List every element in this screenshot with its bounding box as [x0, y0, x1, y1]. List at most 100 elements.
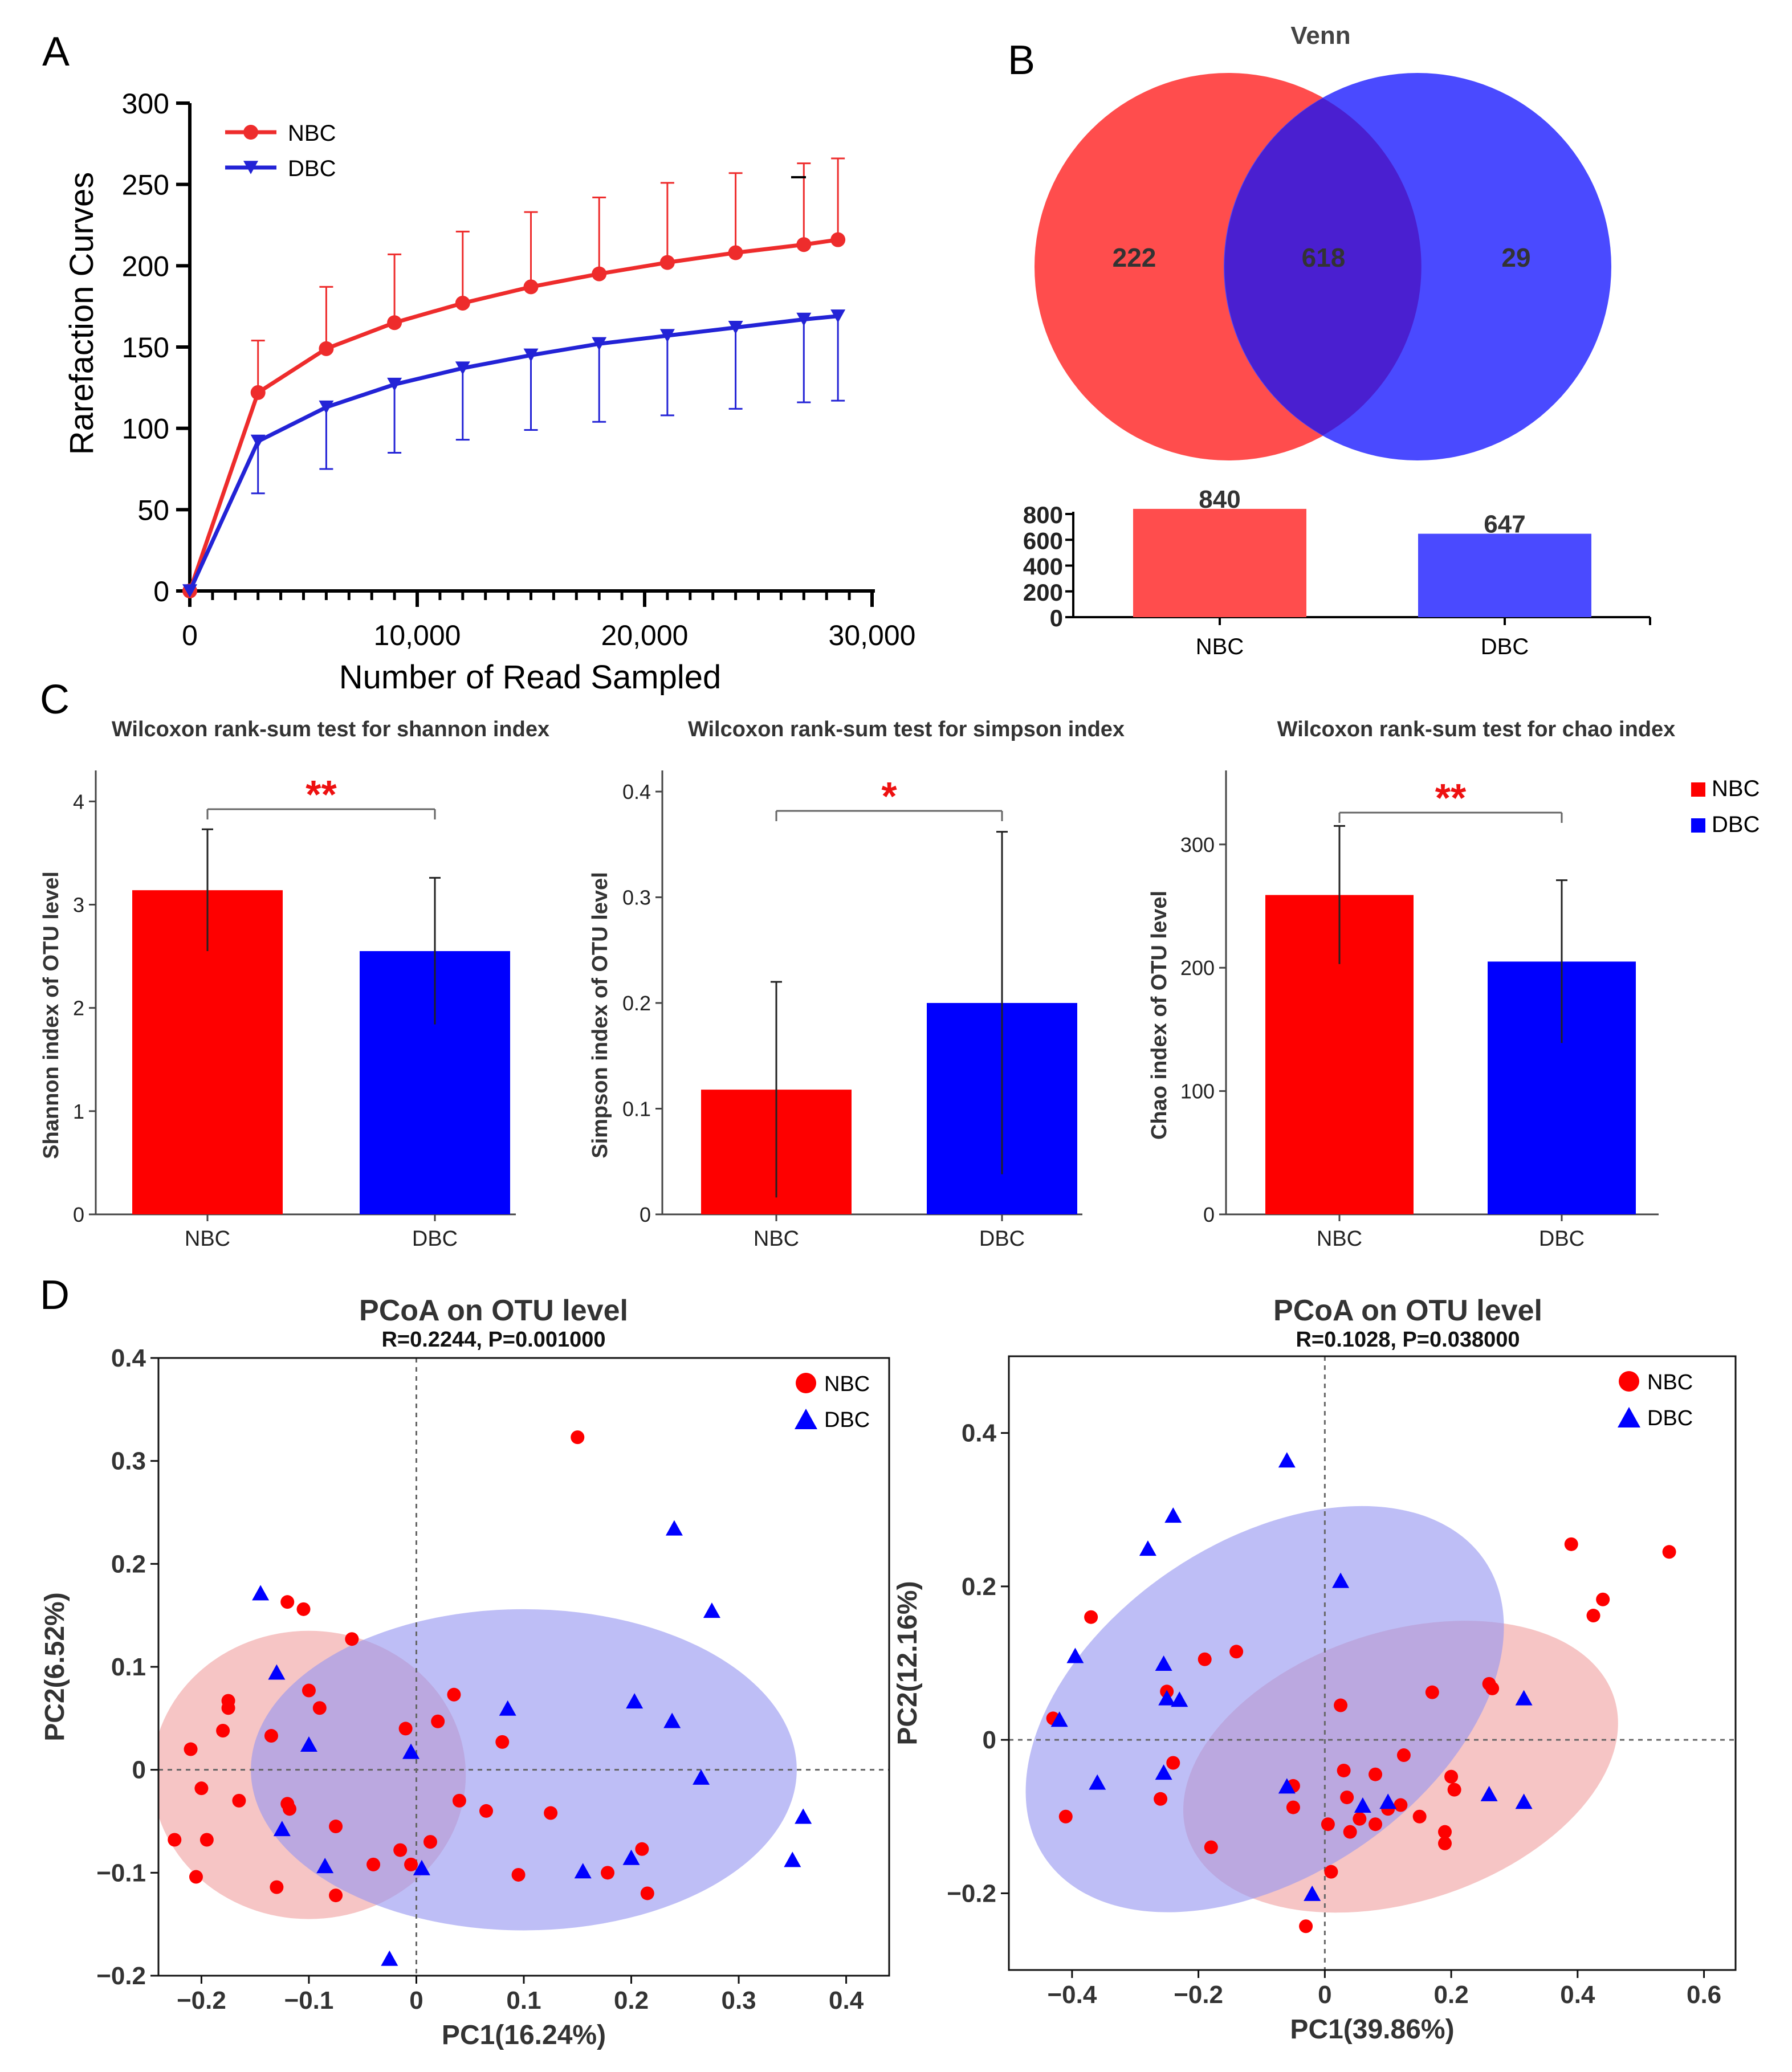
marker-nbc	[796, 237, 812, 252]
y-axis-label: PC2(12.16%)	[893, 1581, 923, 1745]
x-tick-label: 0.2	[614, 1987, 649, 2014]
marker-dbc	[250, 434, 266, 448]
bar-y-tick-label: 0	[73, 1203, 84, 1226]
bar-y-tick-label: 0	[640, 1203, 651, 1226]
significance-stars: *	[881, 774, 897, 818]
venn-bar-y-tick-label: 800	[1023, 501, 1063, 528]
point-nbc	[601, 1866, 615, 1880]
point-dbc	[1379, 1793, 1397, 1809]
bar-category-label: NBC	[185, 1227, 230, 1251]
legend-label-nbc: NBC	[288, 121, 336, 146]
significance-stars: **	[306, 772, 337, 817]
bar-y-tick-label: 4	[73, 790, 84, 813]
point-nbc	[1596, 1592, 1610, 1606]
venn-bar-dbc	[1418, 533, 1591, 617]
bar-y-axis-label: Simpson index of OTU level	[588, 872, 612, 1159]
point-nbc	[1425, 1685, 1439, 1699]
marker-dbc	[728, 321, 743, 335]
marker-dbc	[659, 329, 675, 342]
point-nbc	[1485, 1681, 1500, 1695]
rarefaction-chart: 0 50 100 150 200 250 300 0 10,000 20,000 30,000 Num…	[63, 88, 915, 696]
bar-y-tick-label: 0	[1203, 1203, 1215, 1226]
x-tick-label: 10,000	[374, 619, 461, 651]
y-tick-label: 50	[137, 494, 169, 526]
y-tick-label: −0.2	[947, 1879, 996, 1907]
series-line-nbc	[188, 238, 838, 592]
point-nbc	[447, 1687, 461, 1702]
bar-y-tick-label: 0.2	[622, 992, 651, 1015]
x-tick-label: 20,000	[601, 619, 689, 651]
point-nbc	[452, 1793, 466, 1808]
point-nbc	[479, 1804, 494, 1818]
point-nbc	[1337, 1763, 1351, 1777]
point-dbc	[665, 1520, 683, 1536]
y-tick-label: 0	[132, 1756, 146, 1784]
y-tick-label: 150	[122, 332, 169, 364]
pcoa-subtitle: R=0.1028, P=0.038000	[1296, 1328, 1520, 1352]
point-nbc	[199, 1833, 214, 1847]
legend-marker-nbc	[243, 125, 258, 140]
marker-dbc	[830, 309, 846, 323]
panel-letter-c: C	[40, 677, 70, 723]
bar-category-label: DBC	[412, 1227, 458, 1251]
point-nbc	[1412, 1809, 1427, 1824]
simpson-bar-chart: Wilcoxon rank-sum test for simpson index…	[588, 717, 1125, 1251]
bar-chart-title: Wilcoxon rank-sum test for simpson index	[688, 717, 1125, 741]
x-tick-label: −0.1	[284, 1987, 334, 2014]
point-nbc	[1396, 1748, 1411, 1763]
significance-stars: **	[1435, 776, 1467, 820]
bar-y-tick-label: 2	[73, 997, 84, 1020]
point-nbc	[1662, 1545, 1676, 1559]
venn-overlap	[1224, 98, 1422, 435]
venn-bar-category-label: NBC	[1196, 634, 1244, 659]
point-nbc	[345, 1632, 359, 1646]
y-tick-label: 100	[122, 413, 169, 445]
x-axis-label: Number of Read Sampled	[339, 659, 722, 696]
point-nbc	[571, 1430, 585, 1445]
point-nbc	[221, 1701, 235, 1715]
bar-y-tick-label: 200	[1180, 956, 1215, 980]
point-nbc	[1340, 1790, 1354, 1805]
point-nbc	[1198, 1652, 1212, 1666]
point-nbc	[194, 1781, 209, 1796]
venn-bar-category-label: DBC	[1481, 634, 1529, 659]
y-tick-label: 0	[153, 576, 169, 607]
legend-swatch-dbc	[1691, 818, 1705, 833]
x-axis-label: PC1(16.24%)	[442, 2020, 606, 2050]
bar-y-tick-label: 0.3	[622, 886, 651, 909]
x-tick-label: 0	[409, 1987, 423, 2014]
point-dbc	[402, 1743, 420, 1759]
legend-label-dbc: DBC	[1647, 1406, 1693, 1430]
point-dbc	[268, 1664, 286, 1680]
point-nbc	[495, 1735, 510, 1749]
point-dbc	[784, 1851, 801, 1867]
point-dbc	[622, 1849, 640, 1865]
venn-bar-y-tick-label: 600	[1023, 527, 1063, 554]
point-nbc	[1343, 1825, 1357, 1839]
point-nbc	[423, 1835, 437, 1849]
bar-category-label: DBC	[979, 1227, 1025, 1251]
bar-category-label: NBC	[1317, 1227, 1362, 1251]
legend-marker-dbc	[1618, 1407, 1640, 1427]
point-nbc	[232, 1793, 246, 1808]
x-tick-label: 0.2	[1434, 1981, 1469, 2009]
point-nbc	[640, 1886, 654, 1900]
point-dbc	[1278, 1452, 1296, 1468]
panel-letter-b: B	[1008, 38, 1035, 83]
point-nbc	[1444, 1769, 1459, 1784]
point-nbc	[184, 1742, 198, 1756]
bar-y-axis-label: Shannon index of OTU level	[39, 871, 63, 1159]
point-nbc	[393, 1843, 408, 1857]
bar-y-axis-label: Chao index of OTU level	[1147, 891, 1171, 1140]
x-tick-label: 0	[182, 619, 198, 651]
point-nbc	[189, 1870, 203, 1884]
x-tick-label: −0.4	[1047, 1981, 1097, 2009]
y-tick-label: 300	[122, 88, 169, 120]
x-tick-label: 0.1	[506, 1987, 541, 2014]
point-nbc	[431, 1714, 445, 1728]
legend-label-dbc: DBC	[824, 1408, 870, 1432]
point-nbc	[635, 1842, 649, 1856]
ellipse-layer	[1025, 1506, 1618, 1913]
point-nbc	[1369, 1817, 1383, 1832]
x-axis-label: PC1(39.86%)	[1290, 2014, 1454, 2045]
